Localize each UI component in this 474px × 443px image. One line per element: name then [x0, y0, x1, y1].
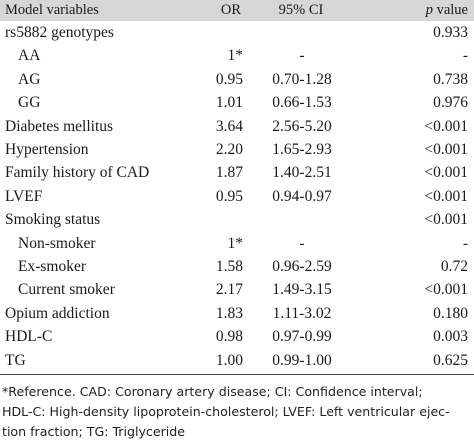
row-or: 1.01: [215, 94, 243, 112]
table-row: TG 1.00 0.99-1.00 0.625: [0, 352, 474, 377]
header-model-variables: Model variables: [5, 2, 99, 18]
row-ci: -: [299, 234, 305, 252]
table-row: rs5882 genotypes 0.933: [0, 24, 474, 49]
row-or: 2.20: [215, 141, 243, 158]
row-or: 1.83: [215, 304, 243, 322]
row-ci: 0.94-0.97: [272, 187, 332, 205]
row-or: 1*: [227, 47, 244, 65]
row-ci: 1.40-2.51: [272, 164, 332, 182]
row-p-value: 0.625: [433, 351, 468, 369]
row-p-value: <0.001: [424, 281, 468, 299]
row-variable: AG: [18, 70, 41, 88]
row-or: 0.95: [215, 187, 243, 205]
row-variable: HDL-C: [5, 328, 53, 346]
row-variable: Diabetes mellitus: [5, 117, 114, 135]
row-ci: 0.97-0.99: [272, 328, 332, 346]
row-ci: -: [299, 47, 305, 65]
table-row: AA 1* - -: [0, 47, 474, 72]
footnote-line-2: HDL-C: High-density lipoprotein-choleste…: [2, 404, 450, 419]
table-row: AG 0.95 0.70-1.28 0.738: [0, 71, 474, 96]
table-row: Smoking status <0.001: [0, 211, 474, 236]
row-or: 3.64: [215, 117, 243, 135]
row-ci: 0.70-1.28: [272, 70, 332, 88]
table-header-row: Model variables OR 95% CI p value: [0, 0, 474, 21]
row-variable: Opium addiction: [5, 304, 110, 322]
row-ci: 2.56-5.20: [272, 117, 332, 135]
table-row: GG 1.01 0.66-1.53 0.976: [0, 94, 474, 119]
table-row: Family history of CAD 1.87 1.40-2.51 <0.001: [0, 164, 474, 189]
table-row: Hypertension 2.20 1.65-2.93 <0.001: [0, 141, 474, 166]
row-variable: Current smoker: [18, 281, 115, 299]
header-p-value: p value: [426, 2, 468, 19]
row-ci: 0.96-2.59: [272, 258, 332, 275]
row-p-value: 0.72: [440, 258, 468, 275]
row-variable: TG: [5, 351, 26, 369]
row-p-value: <0.001: [424, 211, 468, 229]
row-p-value: 0.180: [433, 304, 468, 322]
row-ci: 1.65-2.93: [272, 141, 332, 158]
row-or: 1.87: [215, 164, 243, 182]
row-or: 2.17: [215, 281, 243, 299]
row-p-value: 0.976: [433, 94, 468, 112]
row-p-value: <0.001: [424, 141, 468, 158]
footnote-line-1: *Reference. CAD: Coronary artery disease…: [2, 384, 423, 399]
table-row: LVEF 0.95 0.94-0.97 <0.001: [0, 188, 474, 213]
header-or: OR: [220, 2, 241, 18]
footnote-line-3: tion fraction; TG: Triglyceride: [2, 424, 186, 439]
row-or: 0.95: [215, 70, 243, 88]
row-p-value: <0.001: [424, 164, 468, 182]
row-p-value: <0.001: [424, 117, 468, 135]
table-row: HDL-C 0.98 0.97-0.99 0.003: [0, 328, 474, 353]
header-p-italic: p: [425, 2, 433, 18]
table-row: Ex-smoker 1.58 0.96-2.59 0.72: [0, 258, 474, 283]
row-p-value: 0.933: [433, 24, 468, 41]
row-or: 0.98: [215, 328, 243, 346]
row-or: 1.58: [215, 258, 243, 275]
row-or: 1.00: [215, 351, 243, 369]
row-variable: Hypertension: [5, 141, 89, 158]
row-variable: GG: [18, 94, 41, 112]
row-variable: Ex-smoker: [18, 258, 87, 275]
row-p-value: 0.738: [433, 70, 468, 88]
row-p-value: 0.003: [433, 328, 468, 346]
table-footnote: *Reference. CAD: Coronary artery disease…: [2, 382, 472, 442]
table-row: Non-smoker 1* - -: [0, 235, 474, 260]
table-row: Current smoker 2.17 1.49-3.15 <0.001: [0, 281, 474, 306]
row-ci: 0.99-1.00: [272, 351, 332, 369]
row-variable: rs5882 genotypes: [5, 24, 114, 41]
header-p-rest: value: [432, 2, 468, 18]
row-p-value: -: [462, 47, 468, 65]
row-p-value: -: [462, 234, 468, 252]
row-ci: 0.66-1.53: [272, 94, 332, 112]
row-variable: AA: [18, 47, 41, 65]
table-bottom-rule: [0, 374, 474, 375]
row-variable: Smoking status: [5, 211, 101, 229]
row-p-value: <0.001: [424, 187, 468, 205]
table-row: Diabetes mellitus 3.64 2.56-5.20 <0.001: [0, 118, 474, 143]
row-variable: LVEF: [5, 187, 43, 205]
row-variable: Non-smoker: [18, 234, 96, 252]
row-variable: Family history of CAD: [5, 164, 150, 182]
row-ci: 1.11-3.02: [272, 304, 332, 322]
header-95-ci: 95% CI: [278, 2, 324, 18]
row-ci: 1.49-3.15: [272, 281, 332, 299]
row-or: 1*: [227, 234, 244, 252]
table-row: Opium addiction 1.83 1.11-3.02 0.180: [0, 305, 474, 330]
